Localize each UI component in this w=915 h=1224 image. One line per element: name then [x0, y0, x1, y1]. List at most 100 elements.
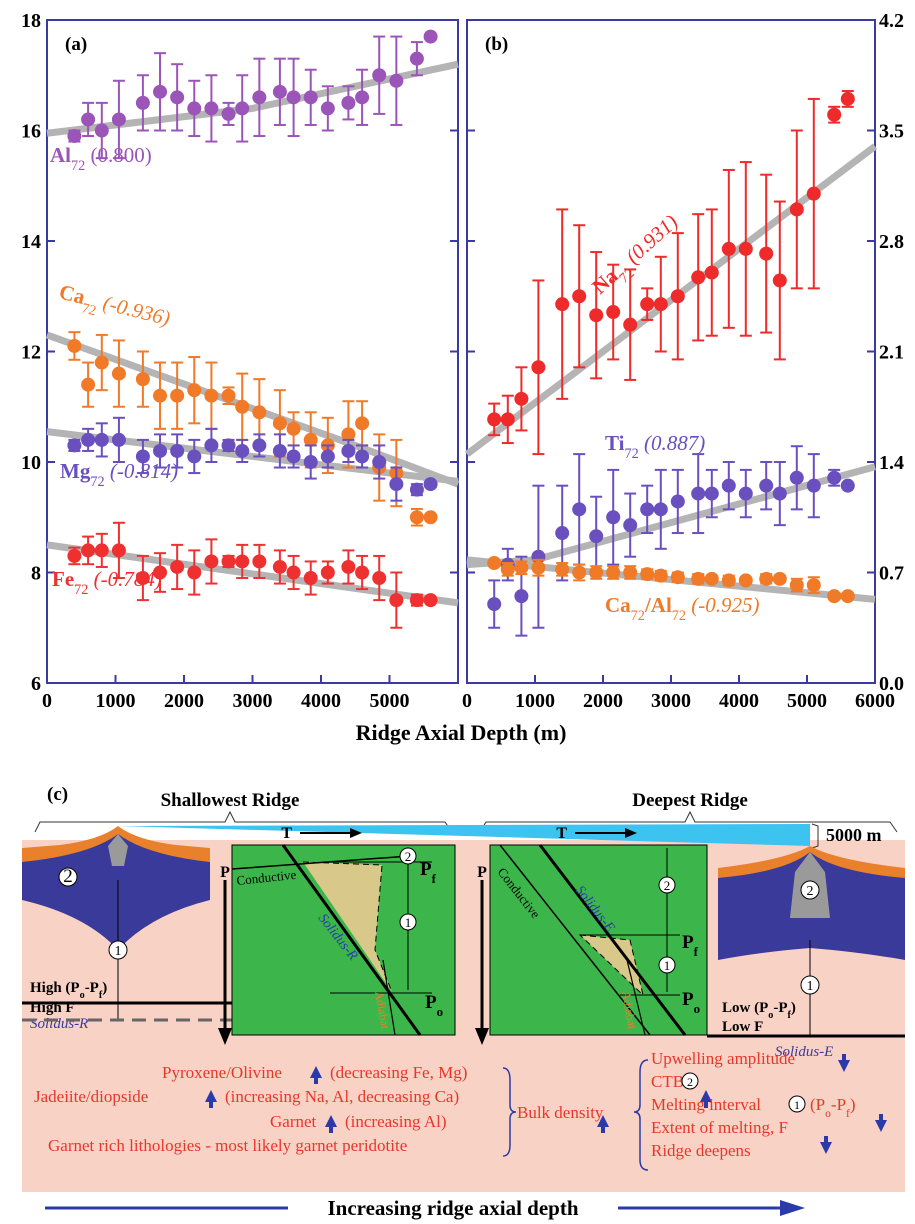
- arrow-head: [350, 828, 362, 838]
- series-label: Ti72 (0.887): [605, 431, 705, 462]
- point: [252, 405, 267, 420]
- label-part: (-0.784): [88, 567, 161, 591]
- solidus-label: Solidus-E: [775, 1044, 833, 1060]
- point: [531, 360, 546, 375]
- point: [806, 578, 821, 593]
- point: [153, 565, 168, 580]
- point: [670, 289, 685, 304]
- x-tick-label: 3000: [651, 690, 691, 712]
- point: [111, 112, 126, 127]
- po-label: Po: [425, 992, 443, 1019]
- cause: Jadeiite/diopside: [34, 1087, 148, 1106]
- cause: Garnet rich lithologies - most likely ga…: [48, 1136, 407, 1155]
- bracket: [811, 823, 819, 849]
- circle-marker: [788, 1095, 806, 1113]
- marker-label: 1: [794, 1098, 800, 1112]
- label-part: (-0.925): [686, 593, 759, 617]
- point: [221, 554, 236, 569]
- point: [721, 573, 736, 588]
- solidus-curve: [538, 844, 687, 1036]
- effect: Melting interval: [651, 1095, 761, 1114]
- adiabat-label: Adiabat: [619, 990, 639, 1030]
- panel-label: (c): [47, 784, 68, 805]
- panel-label: (b): [485, 34, 508, 55]
- brace: [633, 1059, 649, 1171]
- adiabat-line: [382, 959, 396, 1036]
- point: [187, 101, 202, 116]
- point: [640, 567, 655, 582]
- panel-label: (a): [65, 34, 87, 55]
- point: [572, 289, 587, 304]
- point: [355, 449, 370, 464]
- cause: Garnet: [270, 1112, 317, 1131]
- marker-label: 2: [63, 866, 73, 887]
- point: [704, 571, 719, 586]
- point: [409, 51, 424, 66]
- left-title: Shallowest Ridge: [161, 790, 300, 811]
- point: [623, 565, 638, 580]
- point: [320, 449, 335, 464]
- point: [303, 90, 318, 105]
- x-tick-label: 2000: [583, 690, 623, 712]
- point: [572, 565, 587, 580]
- point: [235, 399, 250, 414]
- effect: Ridge deepens: [651, 1141, 751, 1160]
- label-part: Ti: [605, 431, 625, 455]
- point: [423, 510, 438, 525]
- point: [170, 90, 185, 105]
- point: [235, 101, 250, 116]
- point: [806, 478, 821, 493]
- point: [81, 377, 96, 392]
- po-label: Po: [682, 989, 700, 1016]
- point: [81, 112, 96, 127]
- x-tick-label: 0: [462, 690, 472, 712]
- point: [721, 478, 736, 493]
- point: [355, 90, 370, 105]
- point: [272, 84, 287, 99]
- point: [372, 455, 387, 469]
- point: [691, 270, 706, 285]
- y2-tick-label: 1.4: [879, 452, 904, 474]
- point: [286, 449, 301, 464]
- point: [691, 486, 706, 501]
- series-label: Na72 (0.931): [587, 210, 687, 304]
- point: [759, 571, 774, 586]
- point: [67, 438, 82, 453]
- arrow-head: [218, 1028, 232, 1045]
- point: [94, 355, 109, 370]
- point: [135, 571, 150, 586]
- point: [738, 241, 753, 256]
- footer: Increasing ridge axial depth: [327, 1196, 578, 1220]
- point: [772, 486, 787, 501]
- marker-label: 1: [807, 979, 814, 994]
- point: [487, 556, 502, 571]
- point: [500, 412, 515, 427]
- circle-marker: [58, 867, 78, 887]
- point: [170, 443, 185, 458]
- point: [423, 29, 438, 44]
- melt-interval-label: High (Po-Pf): [30, 980, 107, 1001]
- label-part: 72: [74, 582, 88, 598]
- point: [170, 559, 185, 574]
- point: [153, 388, 168, 403]
- charts: 0 1000 2000 3000 4000 5000 6 8 10 12 14 16 18 (a) Ridg…: [21, 10, 904, 745]
- right-title: Deepest Ridge: [632, 790, 748, 811]
- fit-line: [45, 331, 460, 488]
- x-tick-label: 1000: [515, 690, 555, 712]
- point: [355, 565, 370, 580]
- marker-label: 2: [405, 849, 412, 864]
- circle-marker: [800, 975, 820, 995]
- point: [640, 502, 655, 517]
- circle-marker: [681, 1072, 699, 1090]
- label-part: 72: [624, 446, 638, 462]
- point: [341, 559, 356, 574]
- label-part: Mg: [60, 459, 91, 483]
- point: [252, 438, 267, 453]
- x-tick-label: 6000: [855, 690, 895, 712]
- point: [704, 265, 719, 280]
- point: [789, 470, 804, 485]
- pf-label: Pf: [420, 859, 437, 886]
- effect: (Po-Pf): [810, 1095, 856, 1120]
- point: [320, 565, 335, 580]
- point: [789, 578, 804, 593]
